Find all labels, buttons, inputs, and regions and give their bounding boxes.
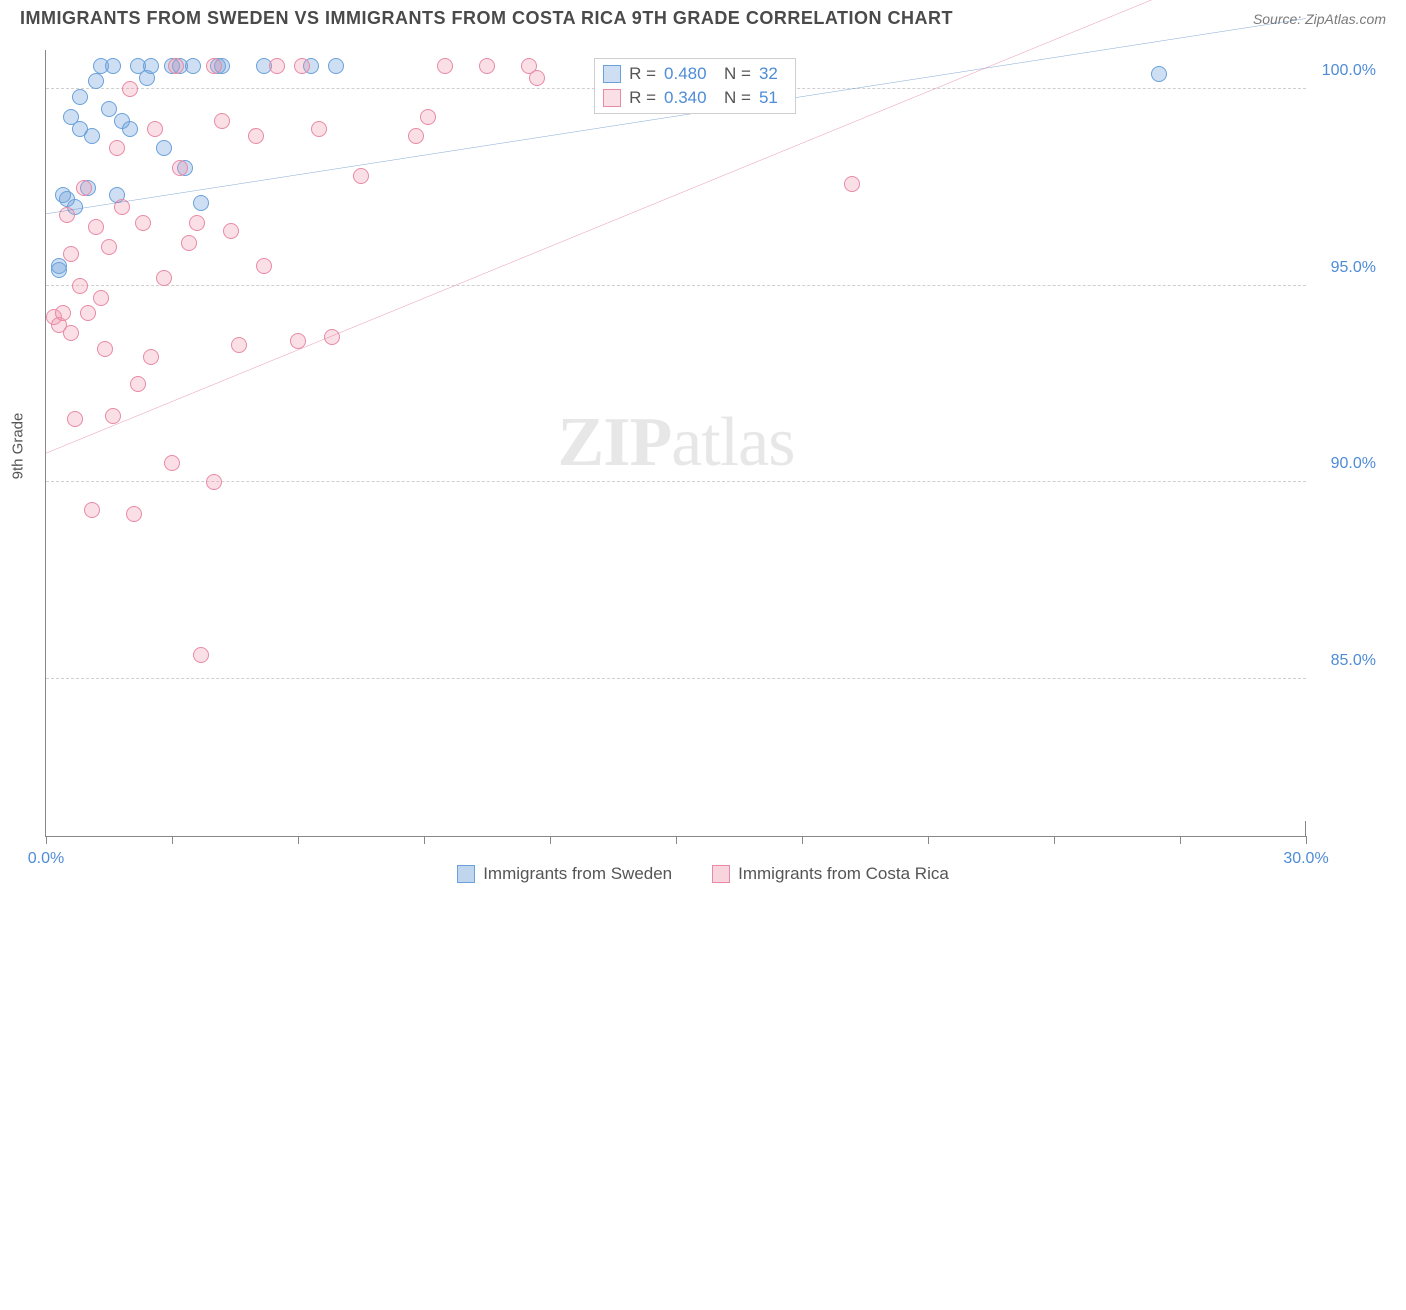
gridline	[46, 678, 1306, 679]
data-point	[63, 325, 79, 341]
x-tick	[424, 836, 425, 844]
x-tick	[172, 836, 173, 844]
x-tick	[1054, 836, 1055, 844]
data-point	[420, 109, 436, 125]
data-point	[294, 58, 310, 74]
data-point	[529, 70, 545, 86]
data-point	[193, 647, 209, 663]
legend-swatch	[712, 865, 730, 883]
data-point	[88, 73, 104, 89]
data-point	[256, 258, 272, 274]
data-point	[479, 58, 495, 74]
y-tick-label: 85.0%	[1331, 652, 1376, 670]
data-point	[59, 207, 75, 223]
legend-swatch	[603, 89, 621, 107]
x-tick	[46, 836, 47, 844]
data-point	[193, 195, 209, 211]
data-point	[72, 278, 88, 294]
legend-swatch	[457, 865, 475, 883]
data-point	[76, 180, 92, 196]
data-point	[135, 215, 151, 231]
gridline	[46, 481, 1306, 482]
x-tick	[298, 836, 299, 844]
data-point	[844, 176, 860, 192]
x-tick	[802, 836, 803, 844]
data-point	[311, 121, 327, 137]
data-point	[55, 305, 71, 321]
y-axis-title: 9th Grade	[10, 413, 27, 480]
y-tick-label: 95.0%	[1331, 259, 1376, 277]
data-point	[353, 168, 369, 184]
data-point	[206, 474, 222, 490]
x-tick	[676, 836, 677, 844]
chart-source: Source: ZipAtlas.com	[1253, 11, 1386, 27]
data-point	[231, 337, 247, 353]
data-point	[156, 140, 172, 156]
data-point	[248, 128, 264, 144]
data-point	[185, 58, 201, 74]
data-point	[130, 376, 146, 392]
data-point	[1151, 66, 1167, 82]
x-tick	[550, 836, 551, 844]
data-point	[122, 81, 138, 97]
data-point	[105, 58, 121, 74]
stats-legend: R =0.480N =32R =0.340N =51	[594, 58, 796, 114]
data-point	[88, 219, 104, 235]
legend-label: Immigrants from Sweden	[483, 864, 672, 884]
y-tick-label: 90.0%	[1331, 455, 1376, 473]
data-point	[72, 89, 88, 105]
data-point	[168, 58, 184, 74]
bottom-legend: Immigrants from Sweden Immigrants from Co…	[0, 864, 1406, 884]
data-point	[189, 215, 205, 231]
data-point	[63, 246, 79, 262]
stats-row: R =0.480N =32	[601, 62, 789, 86]
data-point	[51, 262, 67, 278]
data-point	[181, 235, 197, 251]
x-tick	[1306, 836, 1307, 844]
data-point	[84, 128, 100, 144]
data-point	[101, 239, 117, 255]
chart-area: 85.0%90.0%95.0%100.0%0.0%30.0% ZIPatlas …	[45, 50, 1306, 837]
data-point	[408, 128, 424, 144]
data-point	[147, 121, 163, 137]
data-point	[290, 333, 306, 349]
data-point	[122, 121, 138, 137]
legend-swatch	[603, 65, 621, 83]
stats-row: R =0.340N =51	[601, 86, 789, 110]
data-point	[126, 506, 142, 522]
data-point	[80, 305, 96, 321]
data-point	[324, 329, 340, 345]
legend-item: Immigrants from Costa Rica	[712, 864, 949, 884]
data-point	[164, 455, 180, 471]
legend-label: Immigrants from Costa Rica	[738, 864, 949, 884]
data-point	[269, 58, 285, 74]
data-point	[328, 58, 344, 74]
data-point	[67, 411, 83, 427]
data-point	[109, 140, 125, 156]
data-point	[93, 290, 109, 306]
x-tick	[928, 836, 929, 844]
data-point	[214, 113, 230, 129]
data-point	[97, 341, 113, 357]
chart-title: IMMIGRANTS FROM SWEDEN VS IMMIGRANTS FRO…	[20, 8, 953, 29]
data-point	[84, 502, 100, 518]
data-point	[437, 58, 453, 74]
gridline	[46, 285, 1306, 286]
data-point	[156, 270, 172, 286]
data-point	[114, 199, 130, 215]
y-tick-label: 100.0%	[1322, 62, 1376, 80]
data-point	[223, 223, 239, 239]
data-point	[105, 408, 121, 424]
x-tick	[1180, 836, 1181, 844]
data-point	[143, 58, 159, 74]
data-point	[172, 160, 188, 176]
data-point	[143, 349, 159, 365]
legend-item: Immigrants from Sweden	[457, 864, 672, 884]
data-point	[206, 58, 222, 74]
